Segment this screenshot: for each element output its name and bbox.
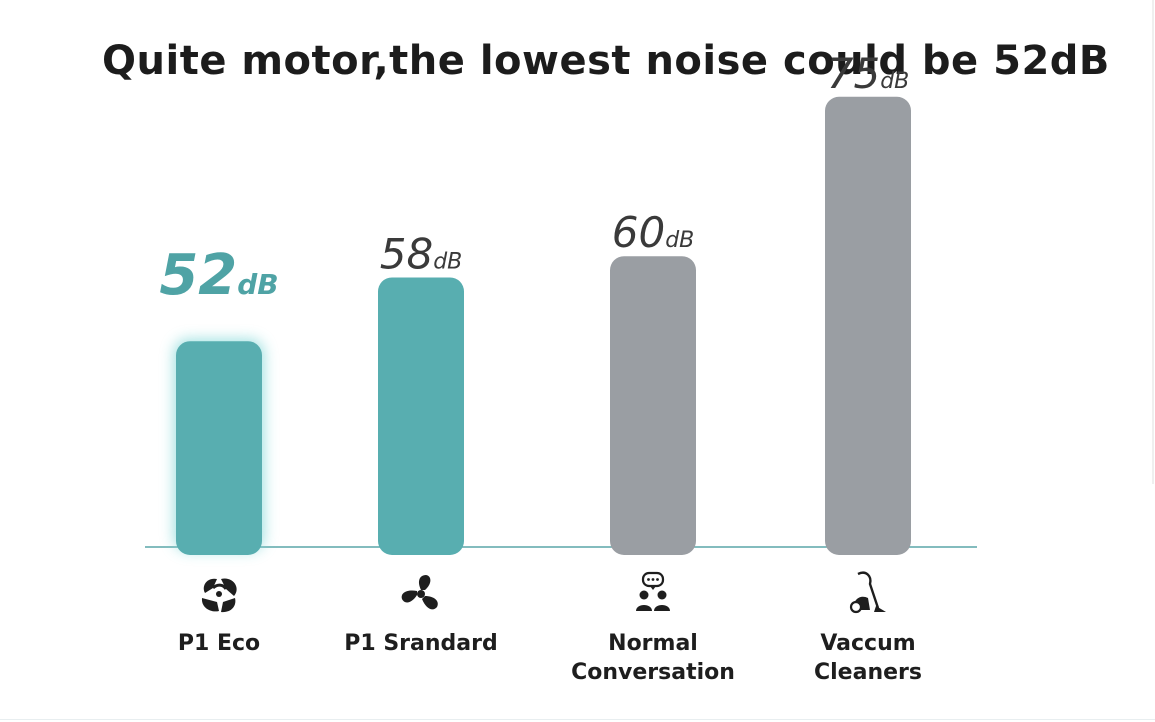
- category-label-line: Conversation: [571, 660, 735, 685]
- category-label-4: Vaccum Cleaners: [814, 631, 922, 685]
- conversation-icon: [636, 571, 670, 611]
- category-label-line: P1 Eco: [178, 631, 260, 656]
- value-number: 52: [159, 243, 237, 308]
- category-label-3: Normal Conversation: [571, 631, 735, 685]
- value-unit: dB: [237, 268, 278, 301]
- value-unit: dB: [433, 249, 462, 274]
- category-label-1: P1 Eco: [178, 631, 260, 656]
- value-number: 75: [827, 49, 880, 98]
- category-label-line: P1 Srandard: [344, 631, 497, 656]
- vacuum-cleaner-icon: [849, 571, 886, 614]
- category-label-2: P1 Srandard: [344, 631, 497, 656]
- bar-3: [610, 256, 696, 555]
- fan-icon: [401, 575, 438, 610]
- value-label-2: 58dB: [380, 229, 463, 278]
- bar-4: [825, 96, 911, 555]
- scrollbar-track: [1152, 0, 1154, 484]
- category-label-line: Cleaners: [814, 660, 922, 685]
- value-number: 58: [380, 229, 433, 278]
- category-label-line: Vaccum: [820, 631, 915, 656]
- chart-title: Quite motor,the lowest noise could be 52…: [102, 38, 1110, 84]
- page-divider: [0, 719, 1155, 720]
- value-label-3: 60dB: [612, 208, 695, 257]
- bar-2: [378, 277, 464, 555]
- value-unit: dB: [665, 228, 694, 253]
- recycle-leaf-icon: [201, 578, 237, 613]
- value-label-4: 75dB: [827, 49, 910, 98]
- value-unit: dB: [880, 69, 909, 94]
- value-label-1: 52dB: [159, 243, 278, 308]
- bar-1: [176, 341, 262, 555]
- category-label-line: Normal: [608, 631, 698, 656]
- value-number: 60: [612, 208, 665, 257]
